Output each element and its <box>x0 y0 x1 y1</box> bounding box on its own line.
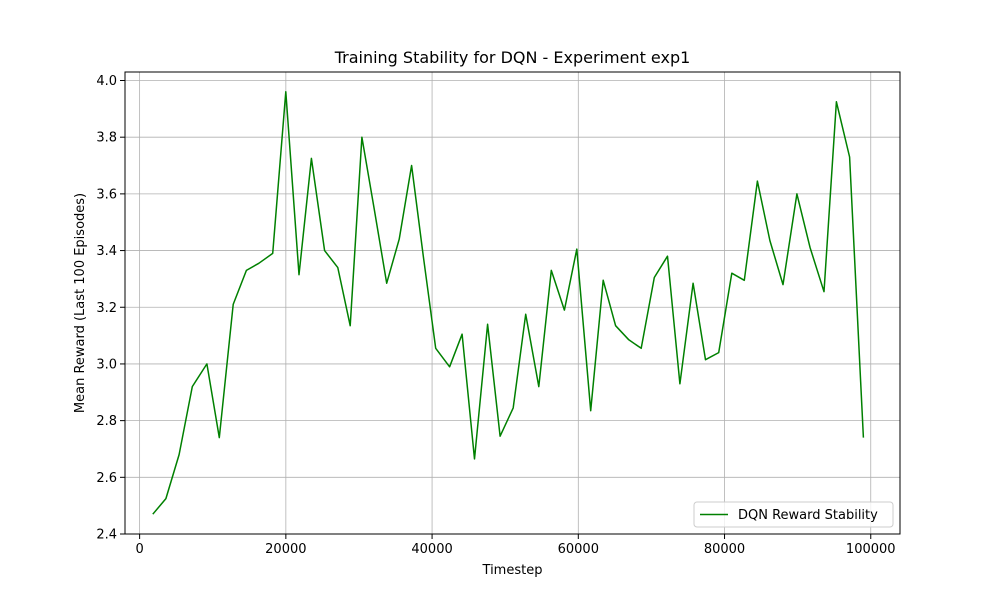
y-tick-label: 3.0 <box>96 357 117 372</box>
y-axis-title: Mean Reward (Last 100 Episodes) <box>73 193 88 413</box>
x-tick-label: 60000 <box>558 542 599 557</box>
series-layer <box>152 91 865 515</box>
legend: DQN Reward Stability <box>693 501 894 528</box>
x-tick-label: 80000 <box>704 542 745 557</box>
x-axis-title: Timestep <box>482 563 543 578</box>
y-tick-label: 2.6 <box>96 471 117 486</box>
x-tick-label: 0 <box>135 542 143 557</box>
x-tick-label: 40000 <box>411 542 452 557</box>
y-axis-ticks: 2.4 2.6 2.8 3.0 3.2 3.4 3.6 3.8 4.0 <box>96 74 125 543</box>
plot-frame <box>124 71 901 535</box>
chart-title: Training Stability for DQN - Experiment … <box>334 48 691 67</box>
y-tick-label: 3.2 <box>96 301 117 316</box>
legend-box <box>693 501 894 528</box>
y-tick-label: 3.4 <box>96 244 117 259</box>
x-tick-label: 100000 <box>846 542 896 557</box>
y-tick-label: 2.8 <box>96 414 117 429</box>
x-tick-label: 20000 <box>265 542 306 557</box>
y-tick-label: 3.6 <box>96 187 117 202</box>
legend-label: DQN Reward Stability <box>738 508 878 523</box>
grid <box>125 72 900 535</box>
series-line <box>152 91 865 515</box>
y-tick-label: 4.0 <box>96 74 117 89</box>
y-tick-label: 2.4 <box>96 528 117 543</box>
y-tick-label: 3.8 <box>96 131 117 146</box>
x-axis-ticks: 0 20000 40000 60000 80000 100000 <box>135 534 896 557</box>
